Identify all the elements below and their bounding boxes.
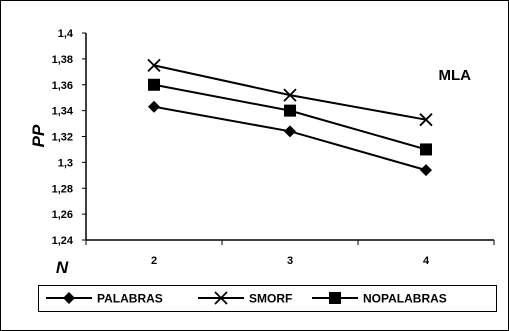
x-tick-label: 2 <box>151 255 157 267</box>
y-tick-label: 1,3 <box>58 157 73 169</box>
legend-entry-nopalabras: NOPALABRAS <box>312 292 447 306</box>
y-tick-label: 1,28 <box>52 183 73 195</box>
chart-annotation: MLA <box>439 67 472 84</box>
x-tick-label: 3 <box>287 255 293 267</box>
y-tick-label: 1,24 <box>52 235 74 247</box>
legend-label-smorf: SMORF <box>249 292 292 306</box>
legend: PALABRAS SMORF NOPALABRAS <box>39 286 497 312</box>
y-tick-label: 1,36 <box>52 80 73 92</box>
data-point-nopalabras <box>284 105 296 117</box>
x-axis-label: N <box>56 258 69 277</box>
y-tick-label: 1,4 <box>58 28 74 40</box>
y-axis-label: PP <box>29 124 48 147</box>
y-tick-label: 1,34 <box>52 106 74 118</box>
legend-label-palabras: PALABRAS <box>97 292 163 306</box>
legend-marker-nopalabras <box>329 292 341 304</box>
data-point-nopalabras <box>148 79 160 91</box>
y-tick-label: 1,26 <box>52 209 73 221</box>
y-tick-label: 1,38 <box>52 54 73 66</box>
x-tick-label: 4 <box>423 255 430 267</box>
y-tick-label: 1,32 <box>52 132 73 144</box>
legend-label-nopalabras: NOPALABRAS <box>363 292 447 306</box>
data-point-nopalabras <box>420 143 432 155</box>
